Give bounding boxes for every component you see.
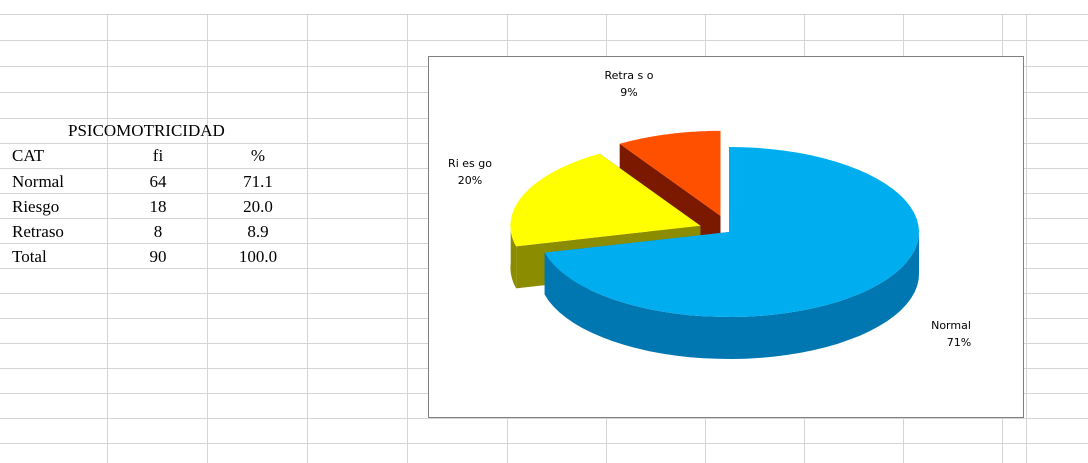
pie-chart: Normal 71% Ri es go 20% Retra s o 9% xyxy=(448,69,971,359)
table-title: PSICOMOTRICIDAD xyxy=(68,121,225,140)
header-fi: fi xyxy=(152,146,164,165)
row-total-pct: 100.0 xyxy=(238,247,278,266)
row-total-fi: 90 xyxy=(149,247,167,266)
pie-label-riesgo-name: Ri es go xyxy=(448,157,492,170)
pie-label-normal-name: Normal xyxy=(931,319,971,332)
chart-area[interactable]: Normal 71% Ri es go 20% Retra s o 9% xyxy=(428,56,1024,418)
row-normal-fi: 64 xyxy=(149,172,167,191)
row-normal-pct: 71.1 xyxy=(243,172,273,191)
row-riesgo-pct: 20.0 xyxy=(243,197,273,216)
pie-label-normal-pct: 71% xyxy=(947,336,971,349)
header-cat: CAT xyxy=(12,146,45,165)
row-riesgo-cat: Riesgo xyxy=(12,197,60,216)
row-retraso-pct: 8.9 xyxy=(247,222,269,241)
pie-label-retraso-pct: 9% xyxy=(620,86,637,99)
pie-slice-normal-top xyxy=(544,147,919,317)
pie-label-retraso-name: Retra s o xyxy=(605,69,654,82)
row-retraso-cat: Retraso xyxy=(12,222,64,241)
header-percent: % xyxy=(250,146,266,165)
row-riesgo-fi: 18 xyxy=(149,197,167,216)
row-total-cat: Total xyxy=(12,247,47,266)
pie-slice-normal-rim xyxy=(544,231,919,359)
pie-label-riesgo-pct: 20% xyxy=(458,174,482,187)
pie-slice-riesgo-rim xyxy=(510,221,517,289)
pie-slice-normal xyxy=(544,147,919,359)
row-normal-cat: Normal xyxy=(12,172,64,191)
pie-slice-riesgo-top xyxy=(510,153,701,247)
row-retraso-fi: 8 xyxy=(153,222,163,241)
pie-slice-retraso-top xyxy=(619,130,721,216)
